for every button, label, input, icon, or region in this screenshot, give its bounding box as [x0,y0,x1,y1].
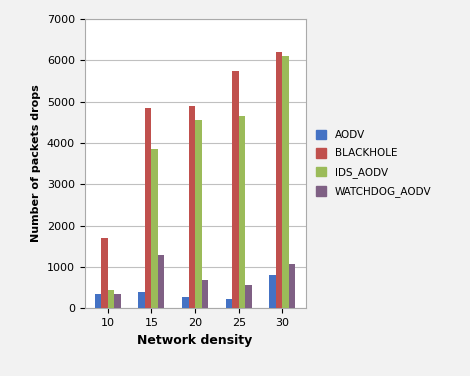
Bar [182,297,188,308]
Bar [195,120,202,308]
Bar [289,264,296,308]
Legend: AODV, BLACKHOLE, IDS_AODV, WATCHDOG_AODV: AODV, BLACKHOLE, IDS_AODV, WATCHDOG_AODV [313,127,435,200]
Bar [138,292,145,308]
Bar [158,255,164,308]
Bar [245,285,252,308]
Bar [108,290,114,308]
Bar [282,56,289,308]
Bar [114,294,121,308]
Bar [269,275,276,308]
Bar [276,52,282,308]
X-axis label: Network density: Network density [137,334,253,347]
Bar [145,108,151,308]
Bar [239,116,245,308]
Bar [101,238,108,308]
Bar [94,294,101,308]
Bar [151,149,158,308]
Bar [232,71,239,308]
Bar [188,106,195,308]
Bar [226,299,232,308]
Bar [202,280,208,308]
Y-axis label: Number of packets drops: Number of packets drops [31,85,41,243]
